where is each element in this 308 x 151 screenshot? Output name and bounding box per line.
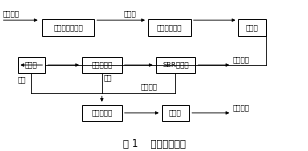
Text: 浮渣: 浮渣 [18, 77, 26, 83]
Text: 水解酸化器: 水解酸化器 [91, 62, 112, 68]
Bar [162, 105, 189, 121]
Bar [148, 19, 191, 36]
Bar [82, 105, 122, 121]
Text: 污泥浓缩罐: 污泥浓缩罐 [91, 110, 112, 116]
Text: 图 1    设计工艺流程: 图 1 设计工艺流程 [123, 138, 185, 148]
Bar [238, 19, 266, 36]
Text: 提升泵: 提升泵 [123, 10, 136, 16]
Text: 泥饼外运: 泥饼外运 [233, 104, 250, 111]
Text: 达标排放: 达标排放 [233, 56, 250, 63]
Bar [82, 57, 122, 73]
Text: 剩余污泥: 剩余污泥 [140, 83, 157, 90]
Text: 沉砂隔油调节池: 沉砂隔油调节池 [53, 24, 83, 31]
Text: SBR反应器: SBR反应器 [162, 62, 189, 68]
Text: 内电解反应器: 内电解反应器 [156, 24, 182, 31]
Text: 综合废水: 综合废水 [2, 10, 19, 16]
Bar [42, 19, 94, 36]
Text: 污泥: 污泥 [103, 74, 112, 81]
Text: 气浮器: 气浮器 [25, 62, 38, 68]
Bar [18, 57, 45, 73]
Text: 压滤机: 压滤机 [169, 110, 182, 116]
Text: 反应器: 反应器 [246, 24, 258, 31]
Bar [156, 57, 195, 73]
